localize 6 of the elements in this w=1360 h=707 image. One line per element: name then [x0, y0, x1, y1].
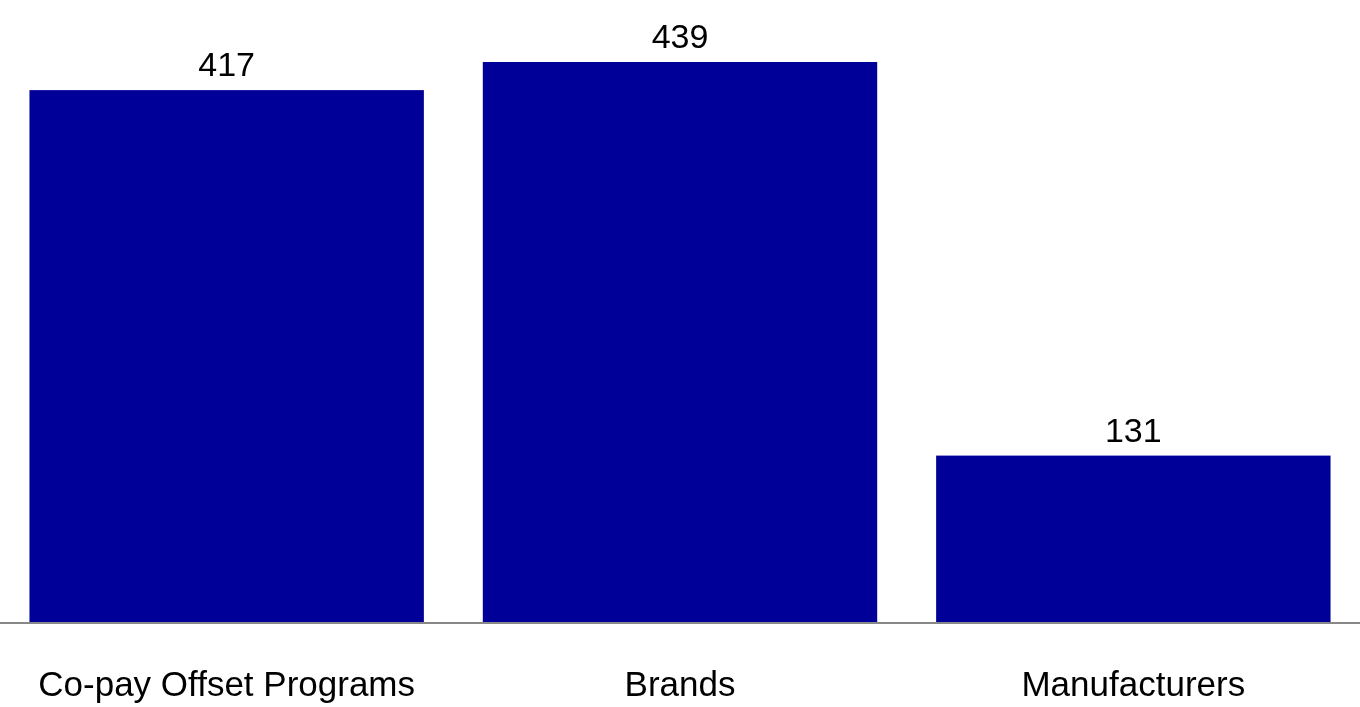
- data-label: 131: [1104, 410, 1162, 449]
- x-tick-label: Brands: [624, 664, 736, 703]
- x-tick-label: Manufacturers: [1021, 664, 1246, 703]
- data-label: 439: [651, 17, 709, 55]
- data-label: 417: [198, 45, 256, 84]
- x-tick-label: Co-pay Offset Programs: [38, 664, 416, 703]
